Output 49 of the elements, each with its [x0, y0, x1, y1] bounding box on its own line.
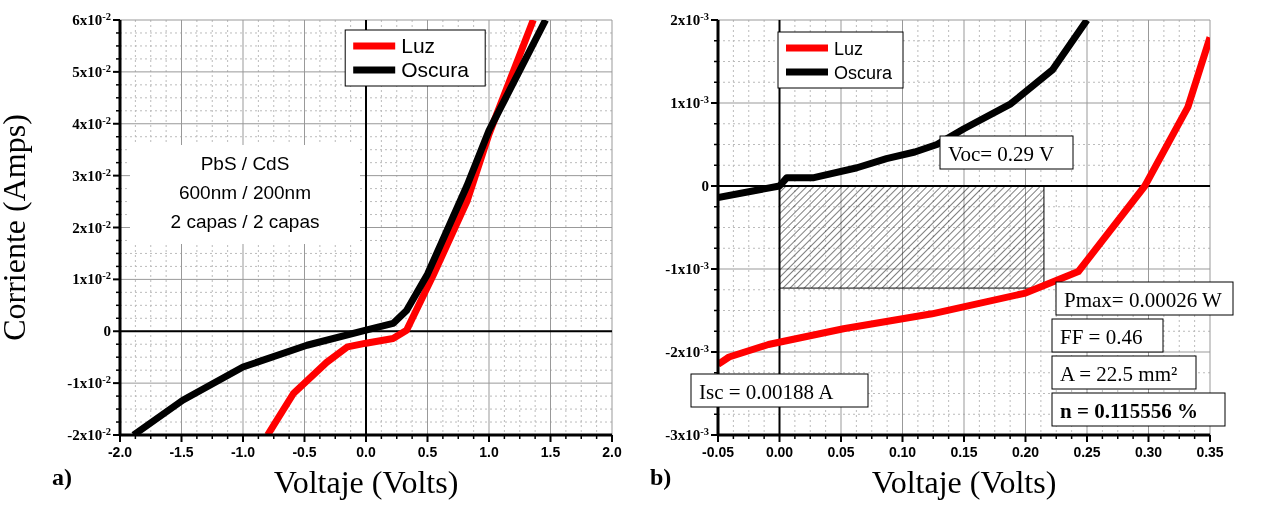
x-tick-label: 0.5 — [417, 444, 438, 460]
x-tick-label: 2.0 — [602, 444, 622, 460]
y-tick-label: 5x10$^{-2}$ — [72, 62, 111, 80]
x-tick-label: -0.05 — [702, 444, 735, 460]
annotation: FF = 0.46 — [1060, 325, 1143, 349]
text: b) — [650, 464, 672, 490]
x-axis-title: Voltaje (Volts) — [273, 464, 459, 500]
y-tick-label: -1x10$^{-3}$ — [665, 259, 709, 277]
x-tick-label: 1.0 — [479, 444, 499, 460]
y-tick-label: -2x10$^{-2}$ — [67, 425, 111, 443]
legend-label: Luz — [401, 34, 436, 57]
x-tick-label: -1.0 — [230, 444, 256, 460]
y-tick-label: 3x10$^{-2}$ — [72, 166, 111, 184]
legend-label: Luz — [834, 39, 864, 59]
y-tick-label: 6x10$^{-2}$ — [72, 10, 111, 28]
x-tick-label: 1.5 — [540, 444, 561, 460]
x-tick-label: 0.0 — [356, 444, 376, 460]
annotation: PbS / CdS 600nm / 200nm 2 capas / 2 capas — [170, 153, 320, 232]
annotation: Voc= 0.29 V — [948, 142, 1055, 166]
annotation: A = 22.5 mm² — [1060, 362, 1178, 386]
y-tick-label: 1x10$^{-2}$ — [72, 269, 111, 288]
y-tick-label: -2x10$^{-3}$ — [665, 342, 709, 360]
y-tick-label: 1x10$^{-3}$ — [670, 93, 709, 111]
x-tick-label: 0.10 — [888, 444, 917, 460]
y-tick-label: 0 — [701, 178, 709, 194]
x-tick-label: -2.0 — [107, 444, 133, 460]
y-tick-label: -1x10$^{-2}$ — [67, 373, 111, 392]
x-tick-label: 0.05 — [827, 444, 855, 460]
y-tick-label: -3x10$^{-3}$ — [665, 425, 709, 443]
x-tick-label: 0.15 — [950, 444, 978, 460]
annotation: Isc = 0.00188 A — [699, 380, 835, 404]
annotation: Pmax= 0.00026 W — [1064, 288, 1223, 312]
legend-label: Oscura — [401, 58, 470, 81]
y-axis-title: Corriente (Amps) — [0, 114, 32, 341]
y-tick-label: 4x10$^{-2}$ — [72, 114, 111, 132]
x-tick-label: 0.25 — [1073, 444, 1101, 460]
y-tick-label: 2x10$^{-2}$ — [72, 218, 111, 236]
x-tick-label: 0.20 — [1011, 444, 1040, 460]
x-axis-title: Voltaje (Volts) — [871, 464, 1057, 500]
x-tick-label: 0.30 — [1134, 444, 1163, 460]
x-tick-label: 0.00 — [765, 444, 794, 460]
legend-label: Oscura — [834, 63, 894, 83]
x-tick-label: 0.35 — [1196, 444, 1224, 460]
annotation: n = 0.115556 % — [1060, 399, 1198, 423]
y-tick-label: 2x10$^{-3}$ — [670, 10, 709, 28]
x-tick-label: -1.5 — [169, 444, 194, 460]
text: a) — [52, 464, 72, 490]
y-tick-label: 0 — [103, 323, 111, 340]
x-tick-label: -0.5 — [292, 444, 317, 460]
